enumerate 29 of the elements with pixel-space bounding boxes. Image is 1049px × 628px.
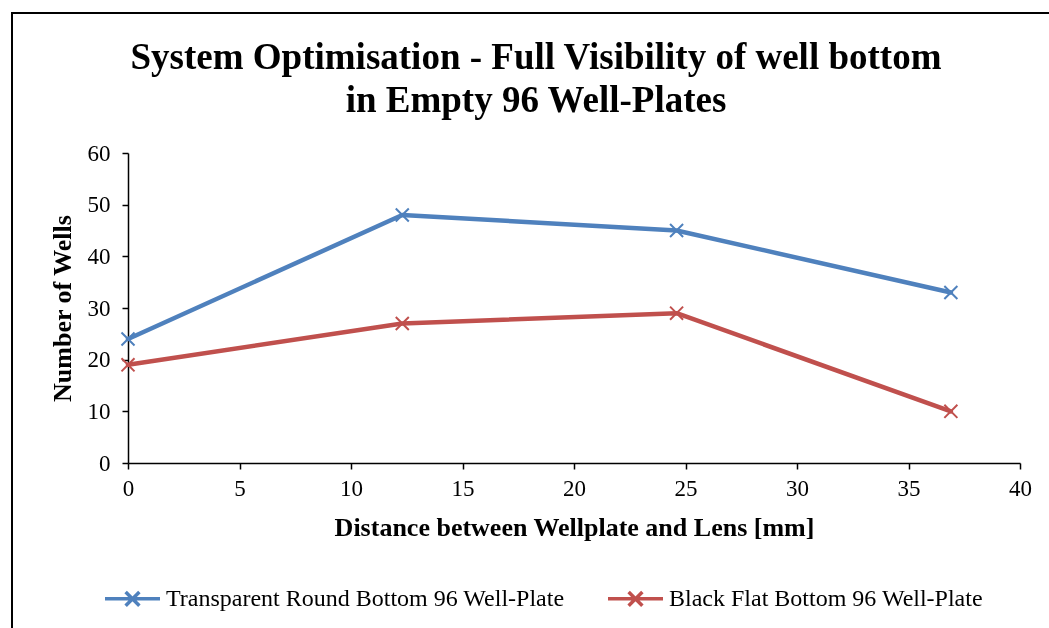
- x-axis-title: Distance between Wellplate and Lens [mm]: [334, 512, 815, 542]
- point: [943, 284, 959, 301]
- chart-title: System Optimisation - Full Visibility of well bottom in Empty 96 Well-Plates: [130, 36, 942, 120]
- y-tick-label: 20: [87, 347, 111, 373]
- y-tick-label: 10: [87, 398, 111, 424]
- x-tick-label: 35: [897, 475, 921, 501]
- x-tick-label: 20: [563, 475, 586, 501]
- y-tick-label: 0: [99, 450, 111, 476]
- point: [394, 207, 410, 223]
- y-tick-label: 50: [87, 192, 111, 218]
- y-tick-label: 60: [87, 140, 111, 166]
- x-tick-label: 30: [786, 475, 809, 501]
- x-tick-label: 25: [674, 475, 698, 501]
- point: [120, 357, 136, 373]
- x-tick-label: 10: [340, 475, 363, 501]
- legend-label: Transparent Round Bottom 96 Well-Plate: [166, 584, 565, 611]
- point: [943, 403, 959, 419]
- point: [394, 315, 410, 332]
- legend-label: Black Flat Bottom 96 Well-Plate: [669, 584, 983, 611]
- x-tick-label: 15: [451, 475, 475, 501]
- y-tick-label: 30: [87, 295, 111, 321]
- y-axis-title: Number of Wells: [47, 215, 77, 402]
- x-tick-label: 40: [1009, 475, 1032, 501]
- y-tick-label: 40: [87, 243, 111, 269]
- point: [669, 305, 685, 321]
- point: [120, 331, 136, 347]
- x-tick-label: 0: [122, 475, 135, 501]
- x-tick-label: 5: [234, 475, 246, 501]
- point: [669, 222, 685, 239]
